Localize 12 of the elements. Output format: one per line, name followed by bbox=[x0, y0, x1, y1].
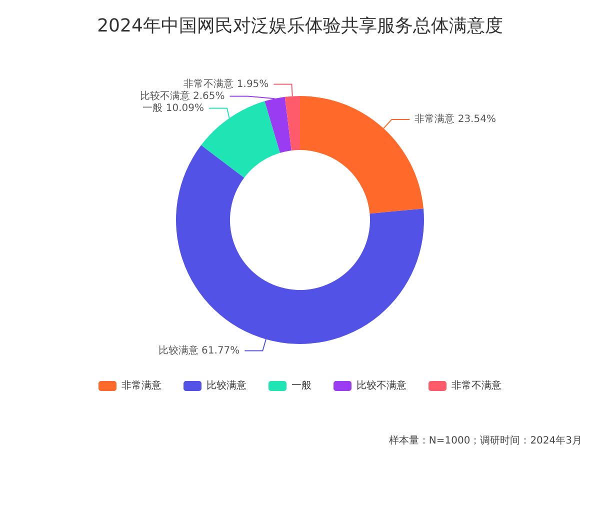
legend-label: 比较满意 bbox=[206, 380, 246, 392]
category-label: 比较不满意 2.65% bbox=[140, 90, 225, 102]
category-label: 比较满意 61.77% bbox=[158, 345, 240, 356]
category-label: 非常满意 23.54% bbox=[414, 114, 496, 126]
legend-label: 比较不满意 bbox=[356, 380, 406, 392]
chart-title: 2024年中国网民对泛娱乐体验共享服务总体满意度 bbox=[97, 16, 503, 36]
category-label: 一般 10.09% bbox=[142, 102, 204, 114]
legend-label: 一般 bbox=[292, 380, 312, 392]
legend-label: 非常不满意 bbox=[452, 380, 502, 392]
category-label: 非常不满意 1.95% bbox=[184, 78, 269, 90]
legend-label: 非常满意 bbox=[122, 380, 162, 392]
text: 样本量：N=1000；调研时间：2024年3月 bbox=[388, 434, 582, 446]
